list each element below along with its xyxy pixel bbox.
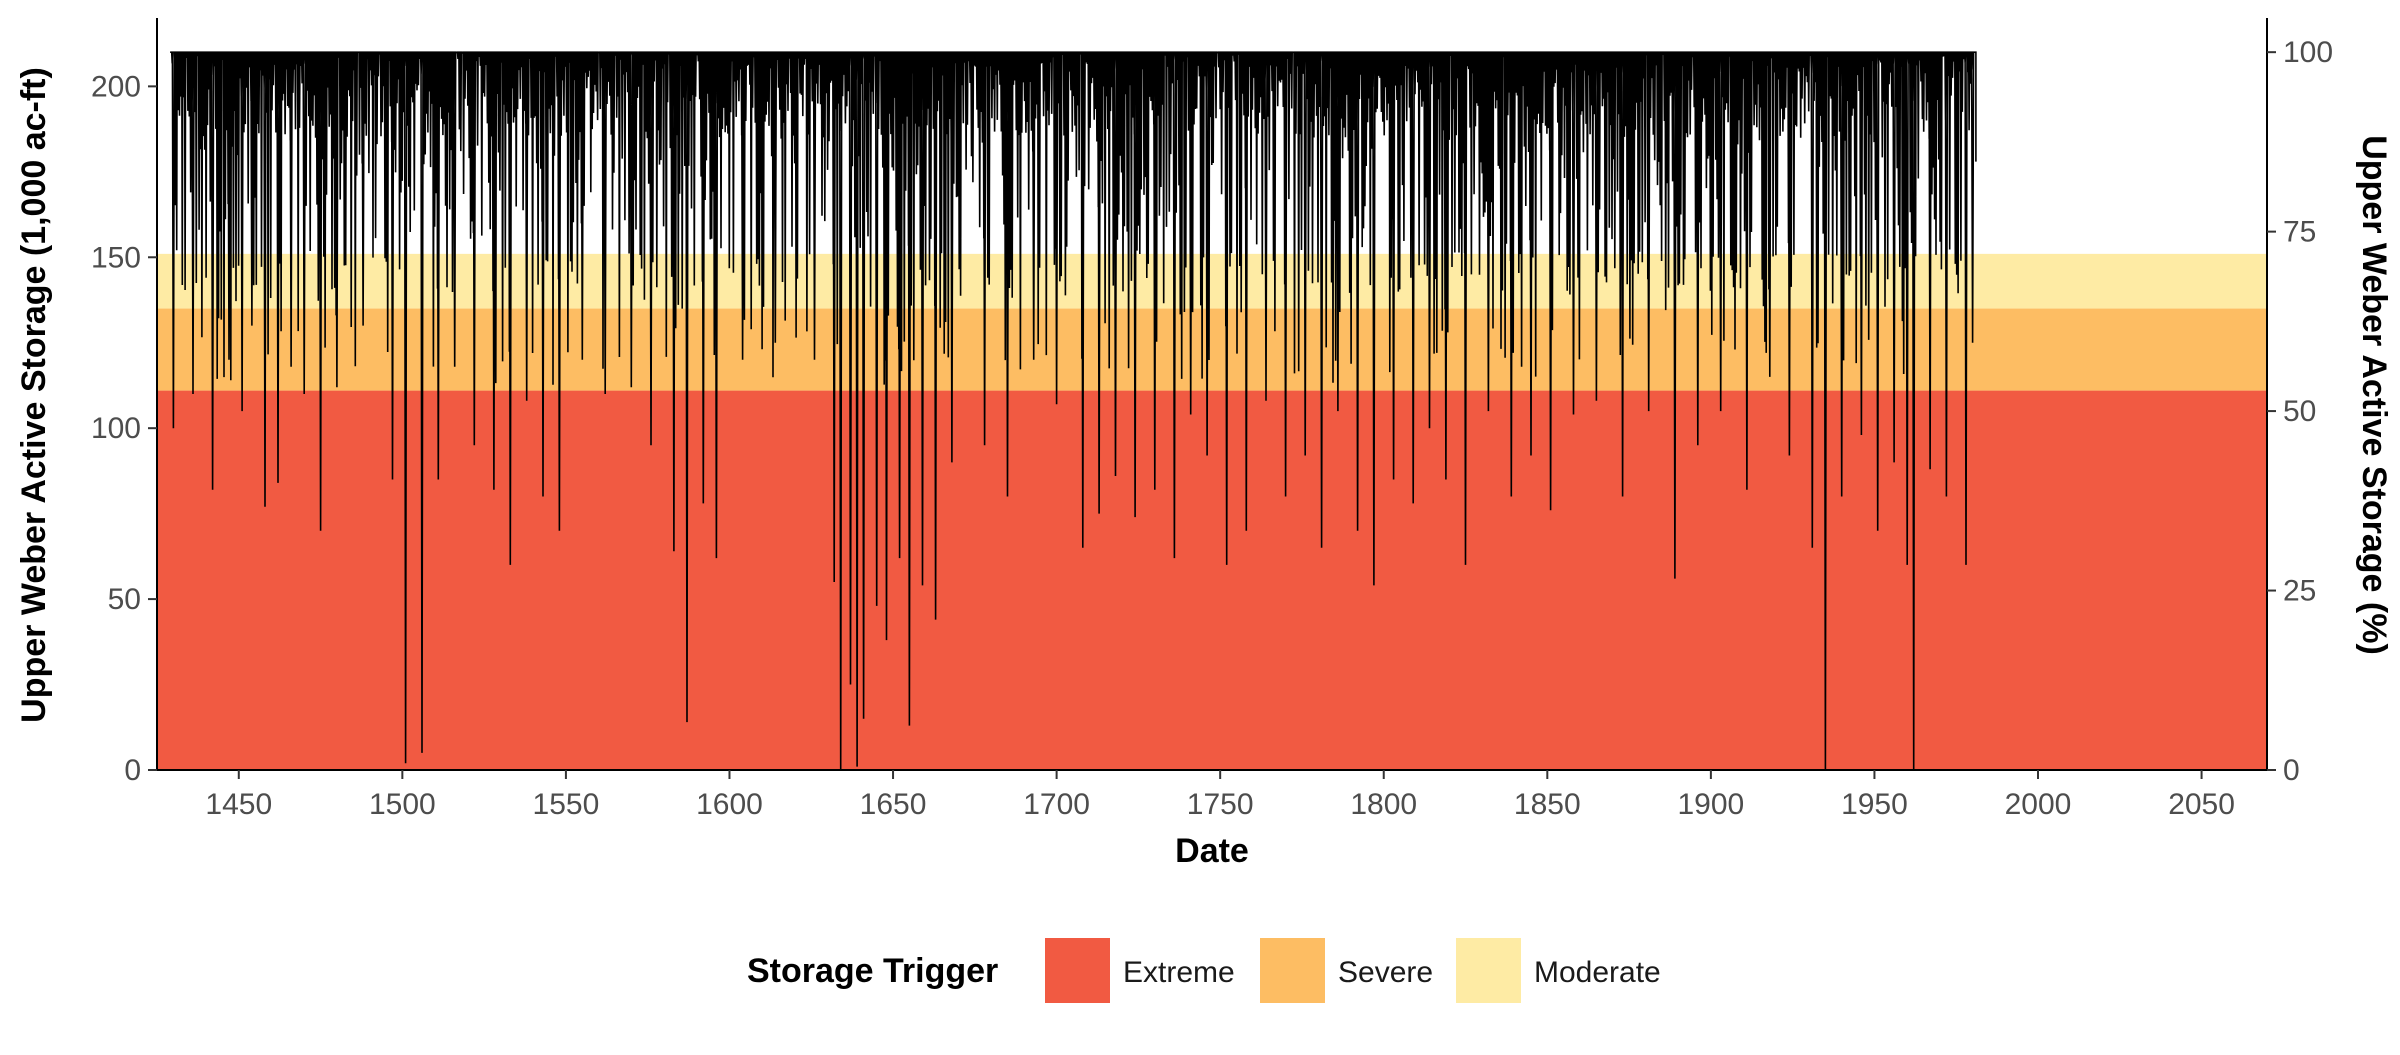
trigger-bands bbox=[157, 253, 2267, 770]
storage-series bbox=[170, 51, 1977, 771]
legend: Storage Trigger Extreme Severe Moderate bbox=[747, 938, 1661, 1003]
x-tick-label: 1700 bbox=[1023, 788, 1090, 821]
x-tick-label: 2000 bbox=[2005, 788, 2072, 821]
x-tick-label: 1800 bbox=[1350, 788, 1417, 821]
axes: 1450 1500 1550 1600 1650 1700 1750 1800 1850 1900… bbox=[91, 18, 2333, 821]
legend-key-moderate bbox=[1456, 938, 1521, 1003]
x-tick-label: 1500 bbox=[369, 788, 436, 821]
y2-tick-label: 100 bbox=[2283, 36, 2333, 69]
y-axis-title: Upper Weber Active Storage (1,000 ac-ft) bbox=[15, 67, 53, 723]
x-tick-label: 1750 bbox=[1187, 788, 1254, 821]
legend-label-extreme: Extreme bbox=[1123, 956, 1235, 989]
y2-tick-label: 25 bbox=[2283, 575, 2316, 608]
legend-key-extreme bbox=[1045, 938, 1110, 1003]
legend-label-severe: Severe bbox=[1338, 956, 1433, 989]
y-tick-label: 100 bbox=[91, 412, 141, 445]
x-tick-label: 1600 bbox=[696, 788, 763, 821]
y-tick-label: 0 bbox=[124, 754, 141, 787]
x-tick-label: 2050 bbox=[2168, 788, 2235, 821]
x-tick-label: 1550 bbox=[533, 788, 600, 821]
x-tick-label: 1950 bbox=[1841, 788, 1908, 821]
x-tick-label: 1850 bbox=[1514, 788, 1581, 821]
legend-title: Storage Trigger bbox=[747, 952, 998, 990]
y-tick-label: 50 bbox=[108, 583, 141, 616]
legend-label-moderate: Moderate bbox=[1534, 956, 1661, 989]
x-tick-label: 1650 bbox=[860, 788, 927, 821]
y2-tick-label: 75 bbox=[2283, 216, 2316, 249]
x-axis-title: Date bbox=[1175, 832, 1249, 870]
y2-tick-label: 0 bbox=[2283, 754, 2300, 787]
x-tick-label: 1450 bbox=[205, 788, 272, 821]
x-tick-label: 1900 bbox=[1678, 788, 1745, 821]
legend-key-severe bbox=[1260, 938, 1325, 1003]
y-tick-label: 150 bbox=[91, 241, 141, 274]
y-tick-label: 200 bbox=[91, 70, 141, 103]
y2-tick-label: 50 bbox=[2283, 395, 2316, 428]
y2-axis-title: Upper Weber Active Storage (%) bbox=[2355, 135, 2393, 655]
storage-line bbox=[170, 51, 1977, 771]
band-extreme bbox=[157, 390, 2267, 770]
